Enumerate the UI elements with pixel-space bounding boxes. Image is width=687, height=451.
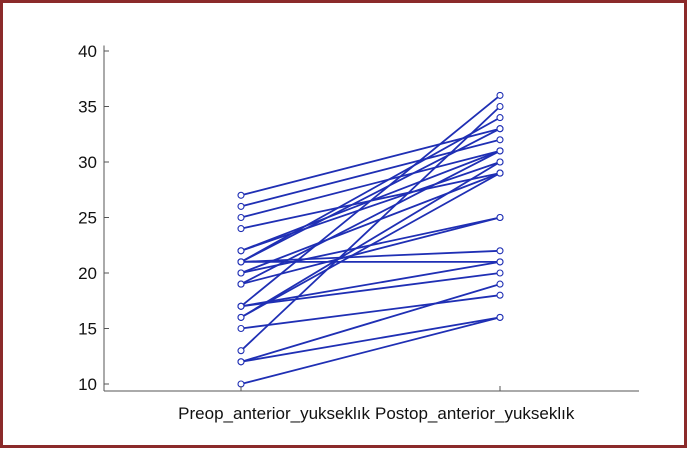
series-line-9 (240, 249, 501, 263)
marker-postop-14 (496, 213, 504, 222)
series-line-5 (240, 161, 501, 252)
series-line-7 (240, 127, 501, 263)
marker-postop-13 (496, 147, 504, 155)
marker-postop-21 (496, 102, 504, 111)
marker-preop-19 (237, 313, 245, 321)
marker-postop-19 (496, 169, 504, 177)
series-line-14 (240, 216, 501, 286)
series-line-19 (240, 172, 501, 319)
x-category-label-preop: Preop_anterior_yukseklık (178, 404, 370, 423)
marker-preop-10 (237, 258, 245, 266)
marker-preop-23 (237, 358, 245, 366)
marker-preop-17 (237, 302, 245, 310)
series-line-20 (240, 294, 501, 330)
x-category-label-postop: Postop_anterior_yukseklık (375, 404, 575, 423)
marker-postop-17 (496, 91, 504, 99)
y-tick-label-40: 40 (78, 42, 97, 61)
marker-preop-20 (237, 324, 245, 333)
marker-postop-16 (496, 269, 504, 277)
series-markers (237, 91, 504, 388)
marker-preop-6 (237, 247, 245, 255)
series-line-21 (240, 105, 501, 352)
y-tick-label-35: 35 (78, 98, 97, 117)
marker-postop-24 (496, 313, 504, 321)
y-tick-label-15: 15 (78, 320, 97, 339)
axis-labels: 10 15 20 25 30 35 40 Preop_anterior_yukseklık Po… (78, 42, 575, 423)
marker-postop-22 (496, 280, 504, 288)
series-lines (240, 94, 501, 385)
series-line-23 (240, 316, 501, 363)
series-line-1 (240, 127, 501, 197)
series-line-8 (240, 116, 501, 263)
series-line-12 (240, 172, 501, 274)
series-line-17 (240, 94, 501, 308)
series-line-18 (240, 161, 501, 319)
marker-postop-18 (496, 158, 504, 166)
marker-preop-1 (237, 191, 245, 199)
marker-preop-4 (237, 225, 245, 233)
y-tick-label-25: 25 (78, 209, 97, 228)
marker-preop-14 (237, 280, 245, 288)
marker-preop-2 (237, 202, 245, 210)
marker-postop-2 (496, 136, 504, 144)
y-tick-label-10: 10 (78, 375, 97, 394)
axes (103, 45, 639, 392)
series-line-22 (240, 283, 501, 363)
marker-postop-8 (496, 114, 504, 122)
y-tick-label-30: 30 (78, 153, 97, 172)
paired-line-chart: 10 15 20 25 30 35 40 Preop_anterior_yukseklık Po… (78, 42, 639, 423)
marker-preop-21 (237, 347, 245, 355)
series-line-13 (240, 149, 501, 286)
series-line-16 (240, 272, 501, 308)
y-tick-label-20: 20 (78, 264, 97, 283)
series-line-3 (240, 149, 501, 219)
series-line-15 (240, 260, 501, 308)
marker-preop-3 (237, 213, 245, 222)
marker-postop-7 (496, 125, 504, 133)
marker-preop-12 (237, 269, 245, 277)
marker-postop-9 (496, 247, 504, 255)
series-line-2 (240, 138, 501, 208)
series-line-24 (240, 316, 501, 385)
marker-postop-20 (496, 291, 504, 299)
marker-postop-15 (496, 258, 504, 266)
